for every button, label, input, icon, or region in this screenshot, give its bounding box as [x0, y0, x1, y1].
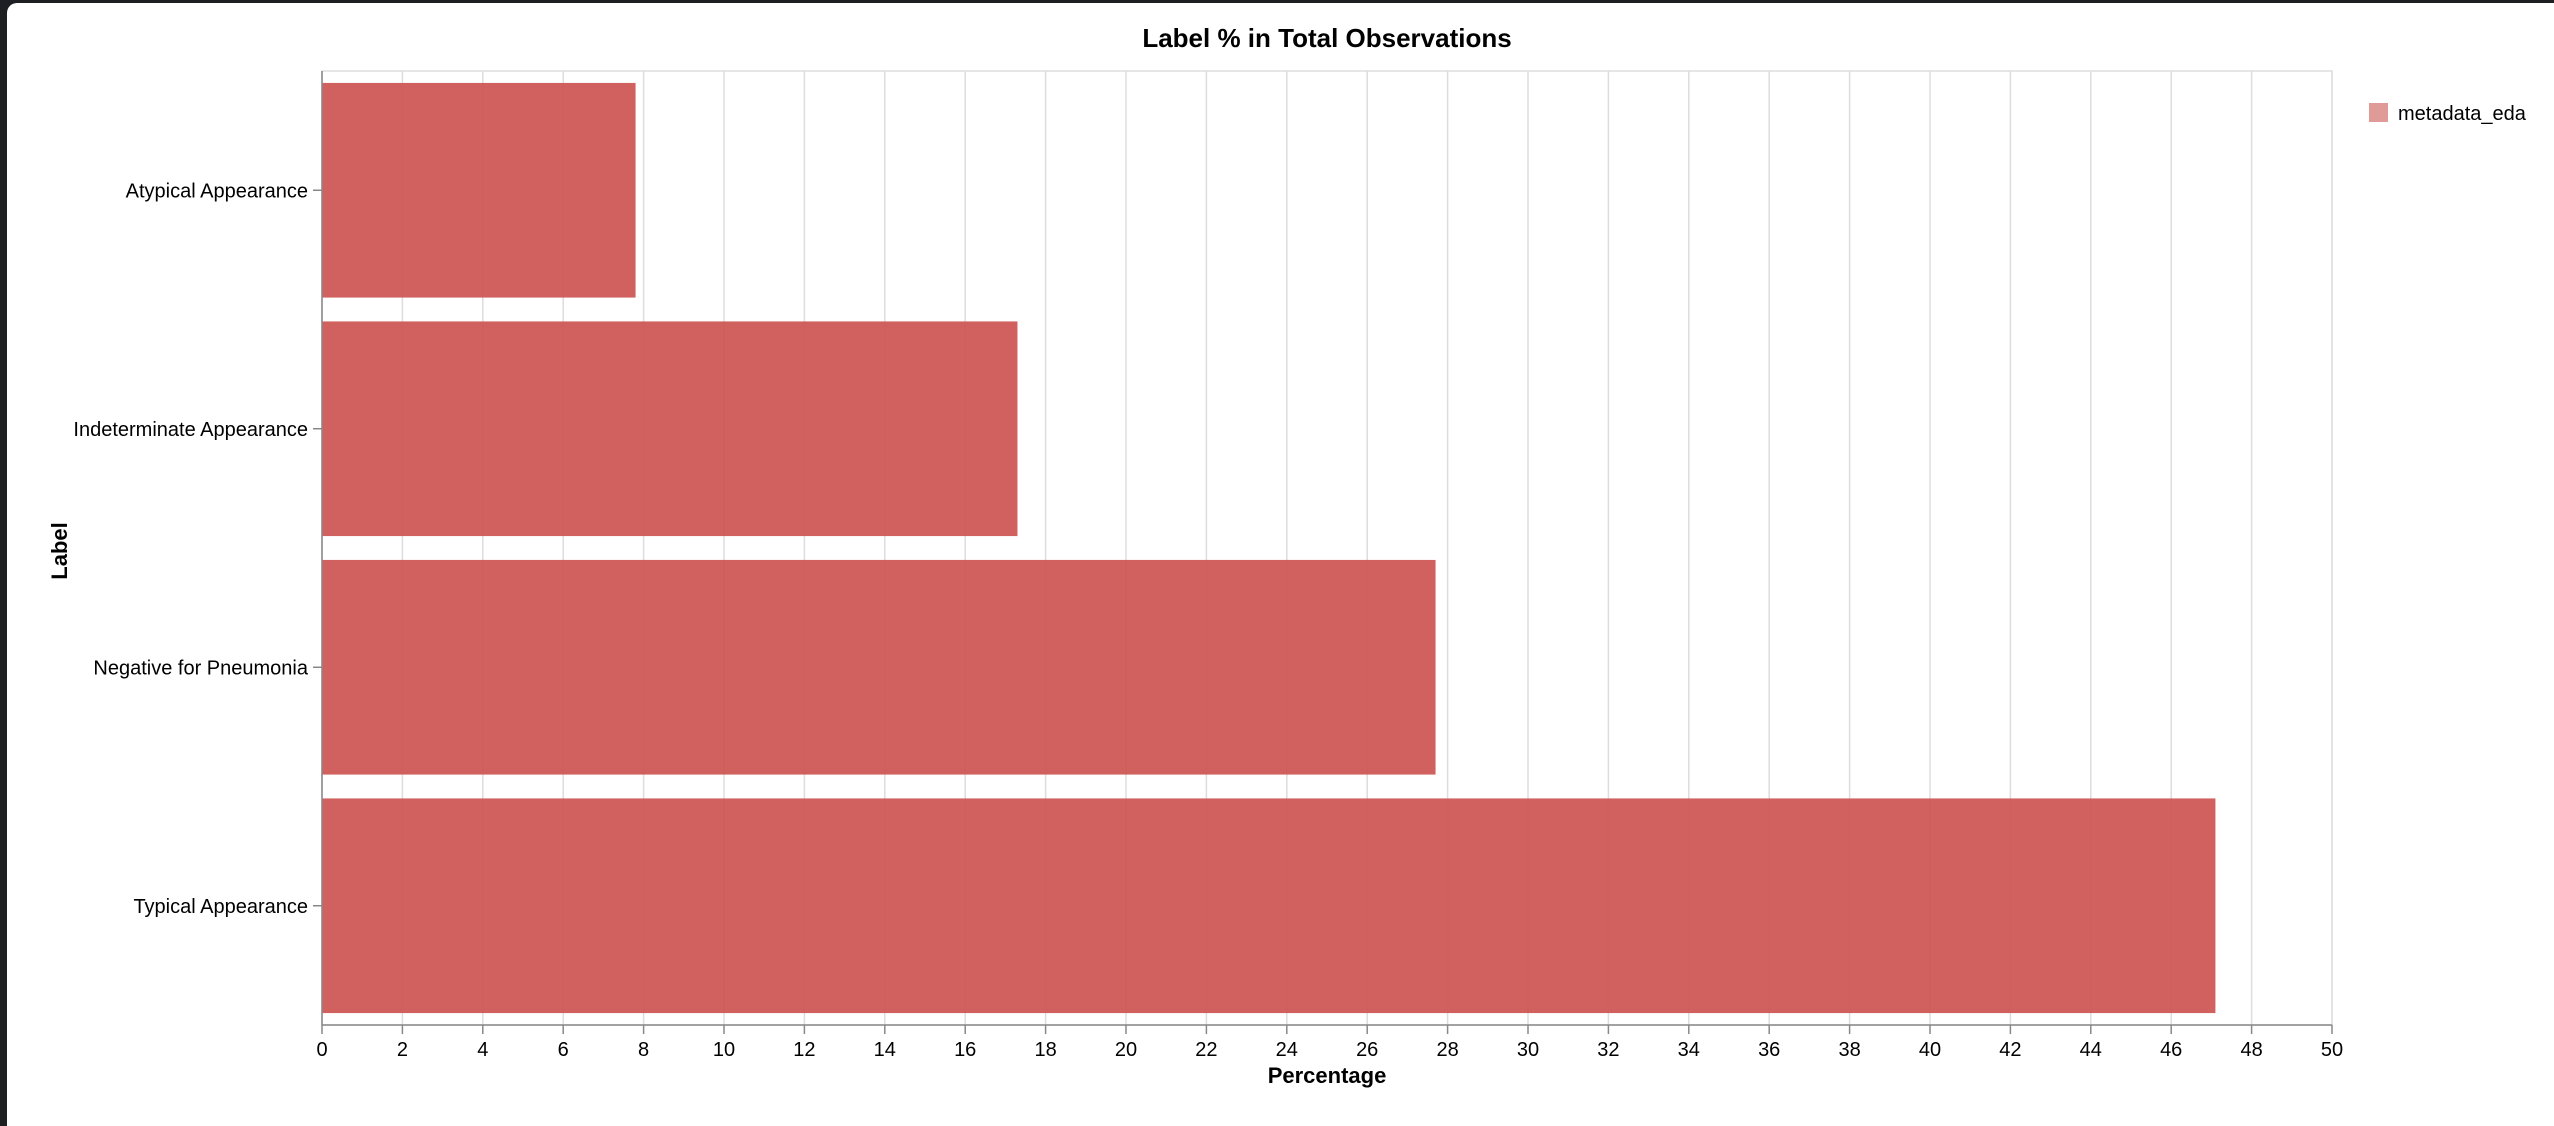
x-tick-label: 38: [1838, 1039, 1860, 1061]
chart-window: Label % in Total Observations 0 2 4 6 8 10 12 1…: [7, 3, 2554, 1126]
x-tick-label: 44: [2080, 1039, 2102, 1061]
x-axis-title: Percentage: [1268, 1063, 1387, 1088]
x-tick-label: 0: [316, 1039, 327, 1061]
chart-title: Label % in Total Observations: [1142, 23, 1511, 53]
x-tick-label: 16: [954, 1039, 976, 1061]
x-tick-label: 36: [1758, 1039, 1780, 1061]
x-tick-label: 48: [2240, 1039, 2262, 1061]
bar: [322, 798, 2216, 1014]
x-tick-label: 6: [558, 1039, 569, 1061]
y-axis-title: Label: [47, 522, 72, 579]
bar: [322, 82, 636, 298]
y-tick-label: Atypical Appearance: [126, 180, 308, 202]
legend: metadata_eda: [2369, 103, 2527, 125]
x-tick-label: 18: [1034, 1039, 1056, 1061]
x-tick-label: 40: [1919, 1039, 1941, 1061]
x-tick-label: 24: [1276, 1039, 1298, 1061]
x-tick-label: 2: [397, 1039, 408, 1061]
x-tick-label: 42: [1999, 1039, 2021, 1061]
bars: [322, 82, 2216, 1014]
x-tick-label: 28: [1436, 1039, 1458, 1061]
y-tick-label: Indeterminate Appearance: [73, 419, 308, 441]
bar: [322, 559, 1436, 775]
x-tick-label: 14: [874, 1039, 896, 1061]
legend-label: metadata_eda: [2398, 103, 2527, 125]
x-tick-label: 12: [793, 1039, 815, 1061]
y-tick-label: Typical Appearance: [133, 896, 308, 918]
x-tick-label: 4: [477, 1039, 488, 1061]
x-tick-label: 26: [1356, 1039, 1378, 1061]
x-tick-label: 22: [1195, 1039, 1217, 1061]
bar: [322, 321, 1018, 537]
x-tick-label: 34: [1678, 1039, 1700, 1061]
legend-swatch: [2369, 103, 2388, 122]
x-tick-label: 32: [1597, 1039, 1619, 1061]
axes: 0 2 4 6 8 10 12 14 16 18 20 22 24 26 28 30 32 34 36 38 40 42 4…: [73, 71, 2343, 1061]
bar-chart: Label % in Total Observations 0 2 4 6 8 10 12 1…: [47, 23, 2527, 1088]
y-tick-label: Negative for Pneumonia: [93, 657, 308, 679]
x-tick-label: 8: [638, 1039, 649, 1061]
x-tick-label: 20: [1115, 1039, 1137, 1061]
x-tick-label: 46: [2160, 1039, 2182, 1061]
x-tick-label: 50: [2321, 1039, 2343, 1061]
x-tick-label: 30: [1517, 1039, 1539, 1061]
x-tick-label: 10: [713, 1039, 735, 1061]
